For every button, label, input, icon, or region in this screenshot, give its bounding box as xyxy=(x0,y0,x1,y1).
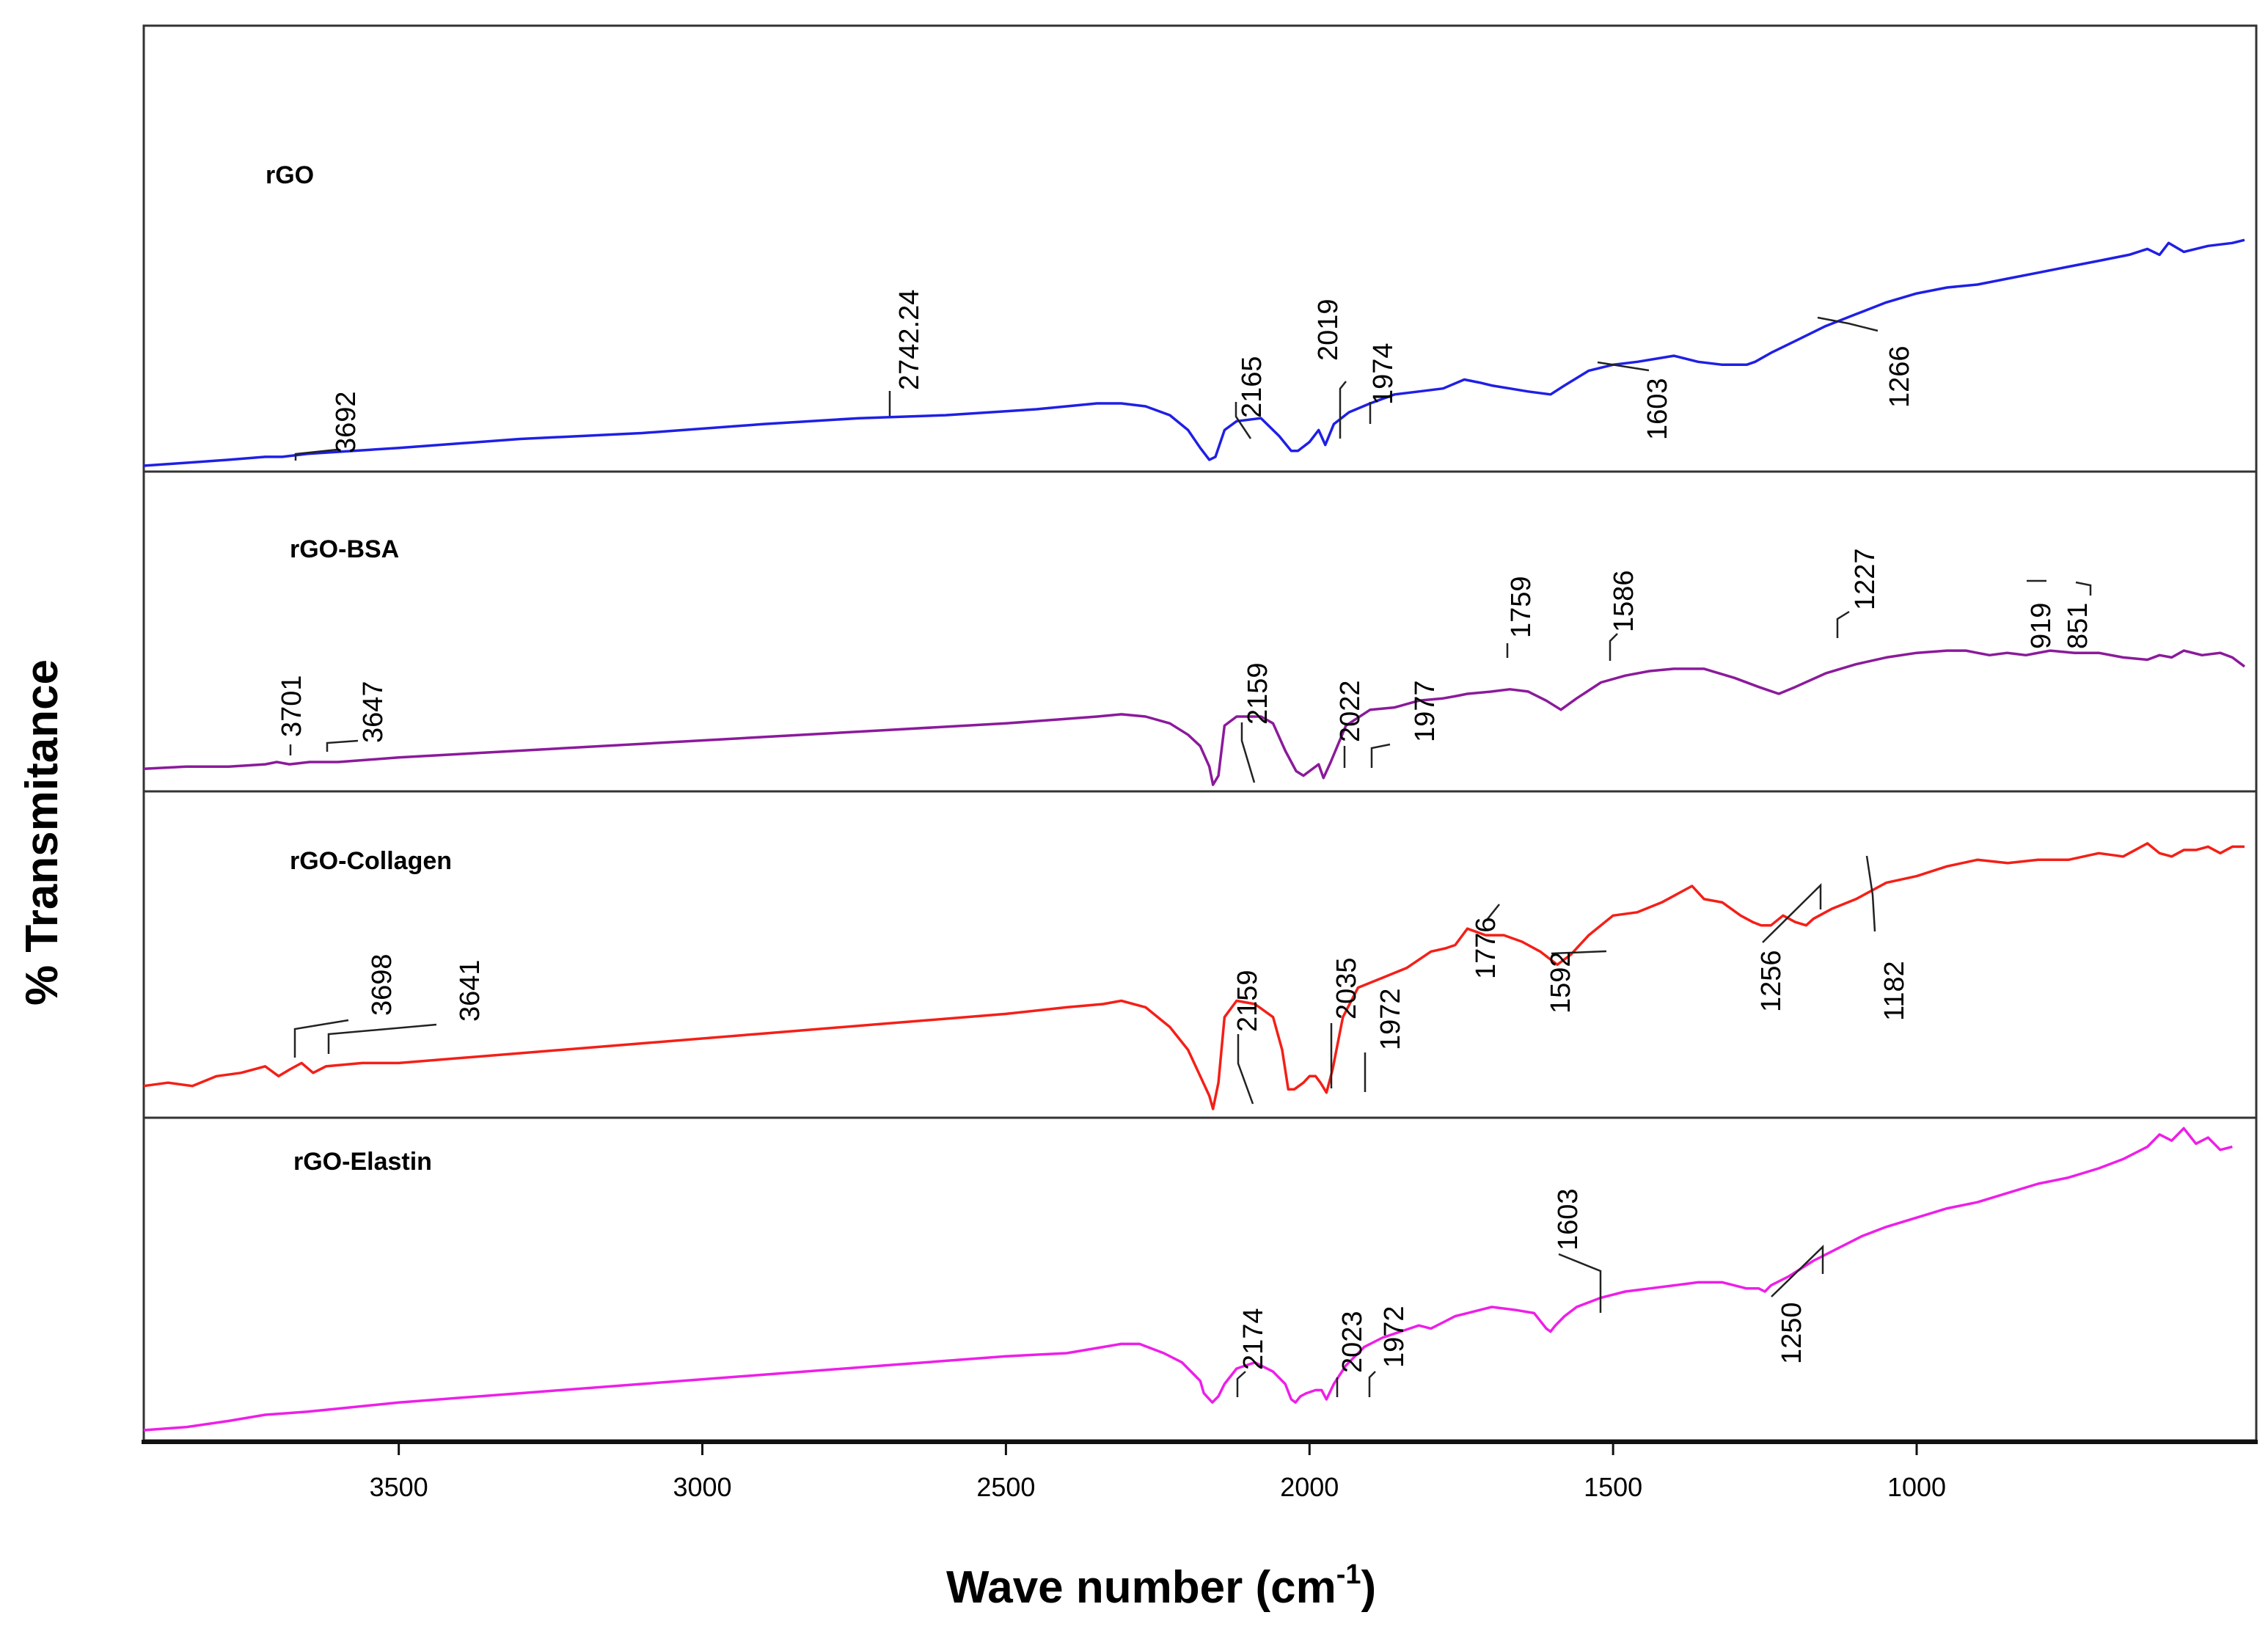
peak-label-col-1256: 1256 xyxy=(1756,950,1787,1012)
panel-frames xyxy=(142,24,2258,1442)
x-axis-title: Wave number (cm-1) xyxy=(946,1559,1376,1613)
peak-label-rgo-2165: 2165 xyxy=(1237,356,1267,418)
panel-label-rgo-collagen: rGO-Collagen xyxy=(290,847,452,875)
leader-ela-1972 xyxy=(1368,1371,1376,1397)
peak-label-ela-2023: 2023 xyxy=(1337,1311,1368,1373)
panel-frame-rgo-collagen xyxy=(142,790,2258,1119)
panel-frame-rgo-bsa xyxy=(142,470,2258,793)
series-line-rgo-elastin xyxy=(143,1127,2233,1432)
peak-leader-lines xyxy=(289,316,2092,1397)
peak-label-bsa-1227: 1227 xyxy=(1850,548,1881,610)
peak-label-rgo-1974: 1974 xyxy=(1368,343,1399,405)
peak-label-rgo-1603: 1603 xyxy=(1642,378,1673,440)
x-tick-labels: 3500 3000 2500 2000 1500 1000 xyxy=(370,1472,1946,1502)
y-axis-title: % Transmitance xyxy=(17,659,67,1006)
x-tick-label: 2000 xyxy=(1280,1472,1339,1502)
peak-label-bsa-1586: 1586 xyxy=(1609,570,1639,632)
leader-ela-1250 xyxy=(1771,1245,1824,1297)
leader-col-1592 xyxy=(1551,950,1607,955)
leader-bsa-1977 xyxy=(1370,743,1391,768)
x-tick-label: 1000 xyxy=(1887,1472,1946,1502)
x-tick-label: 1500 xyxy=(1584,1472,1642,1502)
peak-label-col-2159: 2159 xyxy=(1232,970,1263,1032)
peak-label-bsa-3647: 3647 xyxy=(358,681,389,743)
series-line-rgo-collagen xyxy=(143,842,2245,1110)
peak-label-col-1592: 1592 xyxy=(1545,951,1576,1014)
peak-label-bsa-1759: 1759 xyxy=(1506,576,1537,638)
panel-frame-rgo xyxy=(142,24,2258,473)
panel-label-rgo-elastin: rGO-Elastin xyxy=(293,1148,432,1176)
x-tick-label: 3000 xyxy=(673,1472,731,1502)
x-ticks xyxy=(398,1442,1918,1455)
peak-label-bsa-919: 919 xyxy=(2026,603,2057,649)
leader-bsa-851 xyxy=(2075,581,2092,596)
peak-label-ela-1972: 1972 xyxy=(1379,1305,1410,1368)
peak-label-rgo-2019: 2019 xyxy=(1313,299,1344,361)
leader-bsa-2159 xyxy=(1240,722,1256,783)
peak-label-bsa-2022: 2022 xyxy=(1335,680,1366,742)
peak-label-bsa-2159: 2159 xyxy=(1243,662,1273,725)
peak-label-rgo-1266: 1266 xyxy=(1884,345,1915,408)
peak-label-bsa-851: 851 xyxy=(2063,603,2093,649)
leader-bsa-3647 xyxy=(326,739,359,752)
series-line-rgo-bsa xyxy=(143,649,2246,786)
peak-label-rgo-2742: 2742.24 xyxy=(894,290,925,390)
leader-rgo-1266 xyxy=(1817,316,1879,332)
peak-label-col-2035: 2035 xyxy=(1331,957,1362,1019)
x-tick-label: 3500 xyxy=(370,1472,428,1502)
peak-label-col-3698: 3698 xyxy=(367,953,398,1016)
leader-rgo-1603 xyxy=(1597,361,1650,372)
leader-col-3641 xyxy=(327,1023,437,1054)
leader-col-2159 xyxy=(1237,1034,1254,1105)
leader-col-1776 xyxy=(1487,904,1500,920)
leader-bsa-1586 xyxy=(1609,633,1618,661)
panel-frame-rgo-elastin xyxy=(142,1116,2258,1442)
peak-label-ela-1250: 1250 xyxy=(1777,1302,1807,1364)
peak-label-col-1776: 1776 xyxy=(1471,917,1501,979)
x-tick-label: 2500 xyxy=(976,1472,1035,1502)
leader-ela-2174 xyxy=(1236,1371,1246,1397)
peak-label-bsa-3701: 3701 xyxy=(277,675,307,737)
x-axis-title-main: Wave number (cm xyxy=(946,1562,1336,1613)
leader-col-1182 xyxy=(1865,855,1876,932)
peak-label-col-3641: 3641 xyxy=(455,959,486,1022)
leader-rgo-2019 xyxy=(1339,381,1347,439)
peak-label-col-1182: 1182 xyxy=(1879,961,1910,1021)
leader-rgo-3692 xyxy=(294,448,338,461)
leader-bsa-1227 xyxy=(1836,610,1850,638)
x-axis-title-close: ) xyxy=(1361,1562,1377,1613)
leader-col-3698 xyxy=(293,1019,349,1058)
leader-rgo-2165 xyxy=(1234,402,1252,439)
leader-col-1256 xyxy=(1762,883,1822,943)
leader-ela-1603 xyxy=(1558,1253,1602,1313)
peak-label-ela-1603: 1603 xyxy=(1553,1188,1584,1250)
peak-label-ela-2174: 2174 xyxy=(1238,1308,1269,1370)
x-axis-title-superscript: -1 xyxy=(1336,1559,1361,1590)
series-line-rgo xyxy=(143,238,2245,467)
peak-label-rgo-3692: 3692 xyxy=(331,391,362,453)
panel-label-rgo-bsa: rGO-BSA xyxy=(290,535,399,563)
peak-label-col-1972: 1972 xyxy=(1375,988,1406,1050)
panel-label-rgo: rGO xyxy=(266,161,314,189)
peak-label-bsa-1977: 1977 xyxy=(1410,680,1441,742)
peak-labels: 3692 2742.24 2165 2019 1974 1603 1266 37… xyxy=(277,290,2093,1373)
